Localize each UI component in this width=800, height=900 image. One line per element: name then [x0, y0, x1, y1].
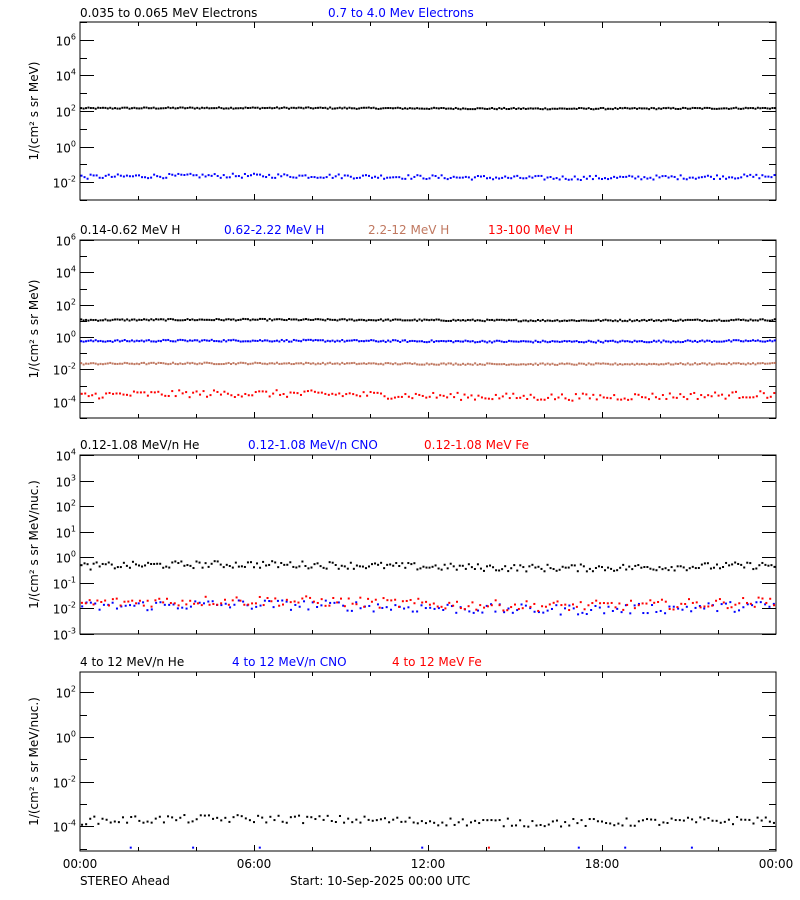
- y-tick-label: 103: [56, 474, 76, 490]
- panel-4: 10-4 10-2 100 102 1/(cm² s sr MeV/nuc.) 4 to …: [27, 655, 777, 852]
- series-points: [81, 814, 775, 828]
- plot-frame: [79, 239, 777, 419]
- series-points: [80, 338, 776, 344]
- x-tick-label: 00:00: [759, 857, 794, 871]
- y-axis-label: 1/(cm² s sr MeV): [27, 280, 41, 379]
- x-axis-tick-labels: 00:00 06:00 12:00 18:00 00:00: [63, 857, 794, 871]
- panel-3: 10-3 10-2 10-1 100 101 102 103 104 1/(cm² s sr M…: [27, 438, 777, 643]
- y-tick-label: 10-3: [53, 627, 76, 643]
- y-tick-label: 102: [56, 499, 76, 515]
- series-legend-label: 4 to 12 MeV/n He: [80, 655, 184, 669]
- x-tick-label: 00:00: [63, 857, 98, 871]
- plot-frame: [79, 671, 777, 852]
- y-tick-label: 100: [56, 550, 76, 566]
- y-axis-label: 1/(cm² s sr MeV/nuc.): [27, 697, 41, 826]
- y-tick-label: 100: [56, 140, 76, 156]
- series-points: [80, 317, 776, 323]
- panel-2: 10-4 10-2 100 102 104 106 1/(cm² s sr MeV) 0.14…: [27, 223, 777, 419]
- y-tick-label: 104: [56, 68, 76, 84]
- series-points: [80, 361, 776, 366]
- series-points: [80, 172, 776, 182]
- y-tick-label: 101: [56, 525, 76, 541]
- y-tick-label: 10-1: [53, 576, 76, 592]
- series-legend-label: 4 to 12 MeV Fe: [392, 655, 482, 669]
- y-tick-label: 102: [56, 298, 76, 314]
- series-points: [81, 599, 775, 616]
- panels: 10-2 100 102 104 106 1/(cm² s sr MeV) 0.035 to…: [27, 6, 777, 852]
- y-tick-label: 10-4: [53, 395, 76, 411]
- plot-frame: [79, 21, 777, 201]
- y-tick-label: 106: [56, 33, 76, 49]
- y-tick-label: 104: [56, 448, 76, 464]
- series-legend-label: 4 to 12 MeV/n CNO: [232, 655, 347, 669]
- series-legend-label: 0.62-2.22 MeV H: [224, 223, 324, 237]
- series-legend-label: 2.2-12 MeV H: [368, 223, 449, 237]
- plot-frame: [79, 454, 777, 635]
- y-tick-label: 10-2: [53, 362, 76, 378]
- x-tick-label: 06:00: [237, 857, 272, 871]
- series-legend-label: 13-100 MeV H: [488, 223, 573, 237]
- y-axis-label: 1/(cm² s sr MeV): [27, 62, 41, 161]
- y-tick-label: 104: [56, 265, 76, 281]
- series-legend-label: 0.035 to 0.065 MeV Electrons: [80, 6, 257, 20]
- y-tick-label: 10-2: [53, 775, 76, 791]
- series-points: [487, 846, 490, 849]
- series-points: [80, 595, 776, 612]
- series-legend-label: 0.12-1.08 MeV Fe: [424, 438, 529, 452]
- series-points: [80, 389, 776, 402]
- series-legend-label: 0.12-1.08 MeV/n CNO: [248, 438, 378, 452]
- y-tick-label: 106: [56, 233, 76, 249]
- series-legend-label: 0.12-1.08 MeV/n He: [80, 438, 199, 452]
- panel-1: 10-2 100 102 104 106 1/(cm² s sr MeV) 0.035 to…: [27, 6, 777, 201]
- y-tick-label: 100: [56, 330, 76, 346]
- x-tick-label: 12:00: [411, 857, 446, 871]
- spacecraft-label: STEREO Ahead: [80, 874, 170, 888]
- series-points: [80, 106, 776, 111]
- y-tick-label: 102: [56, 104, 76, 120]
- y-tick-label: 100: [56, 730, 76, 746]
- series-legend-label: 0.7 to 4.0 Mev Electrons: [328, 6, 474, 20]
- y-axis-label: 1/(cm² s sr MeV/nuc.): [27, 480, 41, 609]
- series-points: [129, 846, 693, 849]
- y-tick-label: 102: [56, 685, 76, 701]
- y-tick-label: 10-4: [53, 819, 76, 835]
- x-tick-label: 18:00: [585, 857, 620, 871]
- series-legend-label: 0.14-0.62 MeV H: [80, 223, 180, 237]
- y-tick-label: 10-2: [53, 175, 76, 191]
- y-tick-label: 10-2: [53, 601, 76, 617]
- start-time-label: Start: 10-Sep-2025 00:00 UTC: [290, 874, 470, 888]
- series-points: [80, 560, 776, 573]
